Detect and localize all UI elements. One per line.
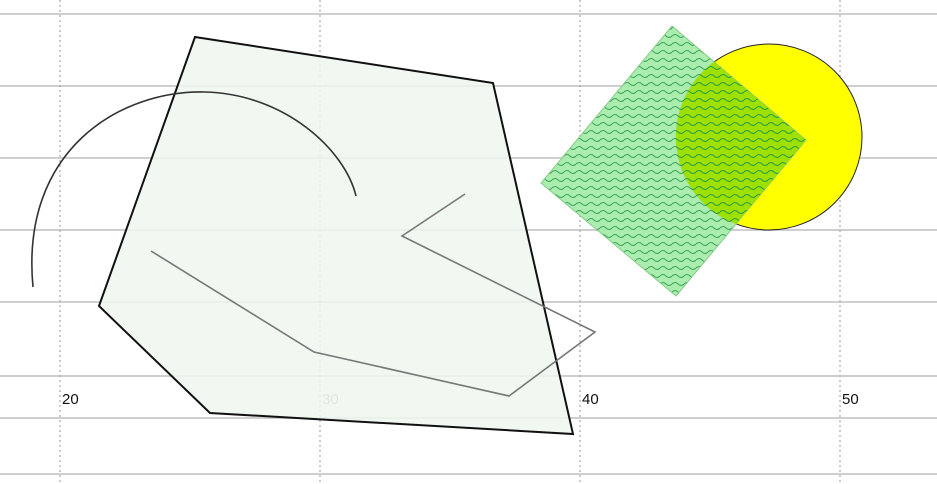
polyline-shape[interactable] — [150, 193, 597, 397]
polygon-shape[interactable] — [97, 35, 575, 436]
overlap-region — [676, 44, 806, 230]
arc-shape[interactable] — [31, 91, 357, 288]
x-tick-label: 50 — [842, 391, 859, 408]
x-tick-label: 20 — [62, 391, 79, 408]
x-tick-label: 40 — [582, 391, 599, 408]
